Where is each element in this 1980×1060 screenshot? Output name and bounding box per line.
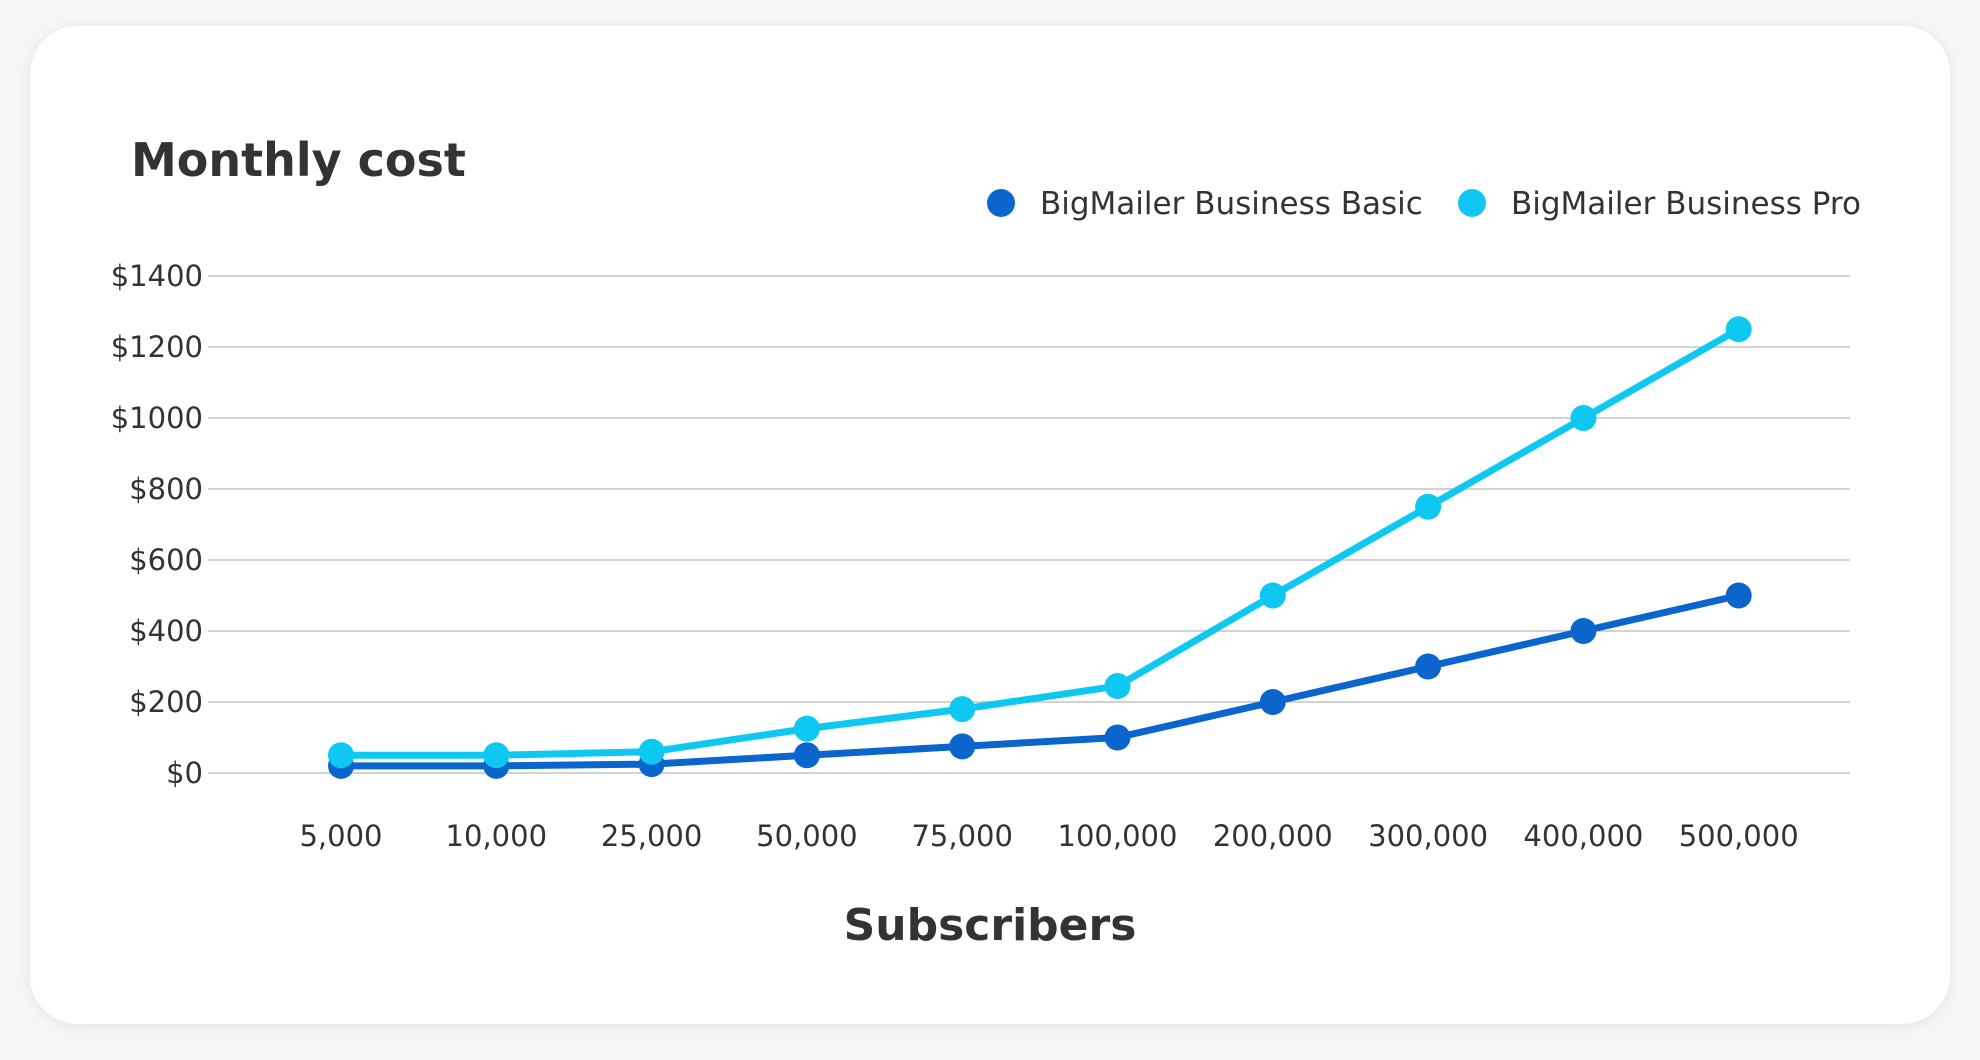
data-point (1259, 582, 1286, 609)
y-axis-ticks: $0 $200 $400 $600 $800 $1000 $1200 $1400 (111, 259, 203, 790)
series-line (337, 325, 1743, 759)
data-point (483, 742, 510, 769)
data-point (1259, 689, 1286, 715)
y-tick-label: $400 (129, 614, 203, 648)
data-point (1104, 673, 1131, 700)
y-tick-label: $600 (129, 543, 203, 577)
data-point (1415, 653, 1442, 680)
legend-marker (987, 189, 1015, 217)
x-tick-label: 200,000 (1213, 819, 1333, 853)
x-tick-label: 100,000 (1058, 819, 1178, 853)
data-point (1725, 316, 1752, 343)
x-tick-label: 10,000 (446, 819, 547, 853)
x-tick-label: 25,000 (601, 819, 702, 853)
data-point (949, 696, 976, 723)
y-tick-label: $800 (129, 472, 203, 506)
data-point (793, 742, 820, 769)
x-tick-label: 50,000 (756, 819, 857, 853)
x-tick-label: 400,000 (1523, 819, 1643, 853)
y-tick-label: $1200 (111, 330, 203, 364)
legend-label: BigMailer Business Basic (1040, 186, 1423, 222)
data-point (793, 715, 820, 742)
y-tick-label: $200 (129, 685, 203, 719)
series-1 (328, 582, 1752, 779)
y-tick-label: $1000 (111, 401, 203, 435)
y-tick-label: $0 (166, 756, 203, 790)
data-point (1725, 582, 1752, 609)
data-point (1104, 724, 1131, 751)
x-axis-ticks: 5,000 10,000 25,000 50,000 75,000 100,000 200,… (299, 819, 1798, 853)
legend-label: BigMailer Business Pro (1511, 186, 1861, 222)
data-point (949, 733, 976, 760)
chart-title: Monthly cost (131, 133, 466, 187)
x-tick-label: 300,000 (1368, 819, 1488, 853)
data-point (638, 738, 665, 765)
data-point (1570, 405, 1597, 431)
series-line (337, 592, 1743, 770)
data-point (1415, 493, 1442, 520)
chart-card (30, 26, 1950, 1024)
legend: BigMailer Business Basic BigMailer Busine… (987, 186, 1861, 222)
x-tick-label: 75,000 (911, 819, 1012, 853)
data-point (1570, 618, 1597, 644)
x-tick-label: 5,000 (299, 819, 382, 853)
data-point (328, 742, 354, 769)
x-tick-label: 500,000 (1679, 819, 1799, 853)
x-axis-label: Subscribers (844, 900, 1137, 951)
y-tick-label: $1400 (111, 259, 203, 293)
series-group (328, 316, 1752, 779)
legend-marker (1458, 189, 1486, 217)
series-2 (328, 316, 1752, 769)
